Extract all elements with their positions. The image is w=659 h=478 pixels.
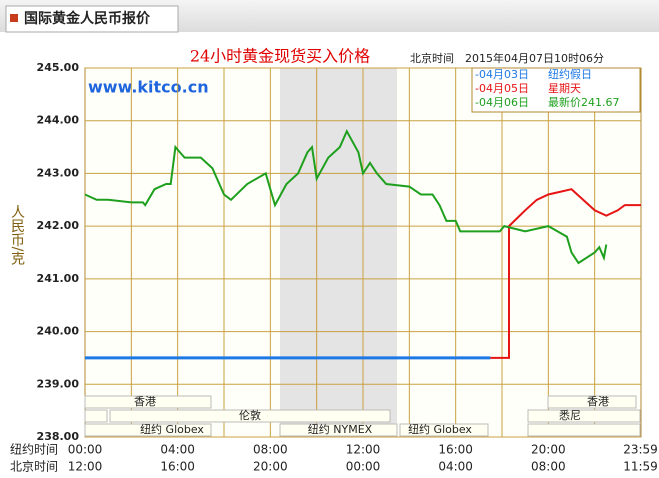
session-box: [84, 423, 212, 437]
session-label: 纽约 NYMEX: [308, 422, 373, 436]
tab-title: 国际黄金人民币报价: [24, 10, 151, 27]
legend-label: -04月05日: [475, 82, 529, 95]
y-tick-label: 240.00: [37, 325, 80, 338]
x-tick-label: 23:59: [623, 443, 658, 457]
header-tab[interactable]: [5, 5, 179, 33]
x-tick-label: 16:00: [438, 443, 473, 457]
y-axis-label: 人民币/克: [9, 205, 25, 267]
x-tick-label: 16:00: [160, 460, 195, 474]
subtitle: 北京时间 2015年04月07日10时06分: [410, 51, 604, 65]
y-tick-label: 242.00: [37, 219, 80, 232]
x-tick-label: 04:00: [160, 443, 195, 457]
x-tick-label: 20:00: [253, 460, 288, 474]
x-tick-label: 04:00: [438, 460, 473, 474]
y-tick-label: 241.00: [37, 272, 80, 285]
session-box: [84, 409, 108, 423]
y-tick-label: 244.00: [37, 114, 80, 127]
series-line: [490, 188, 641, 359]
session-box: [527, 423, 641, 437]
session-label: 香港: [587, 395, 609, 408]
x-tick-label: 12:00: [346, 443, 381, 457]
x-tick-label: 12:00: [68, 460, 103, 474]
session-label: 伦敦: [239, 408, 261, 422]
legend-label: -04月06日: [475, 96, 529, 109]
y-tick-label: 245.00: [37, 61, 80, 74]
session-label: 纽约 Globex: [408, 422, 472, 436]
session-box: [279, 423, 398, 437]
y-tick-label: 243.00: [37, 166, 80, 179]
sessions: [84, 395, 641, 437]
session-label: 悉尼: [559, 409, 581, 422]
chart-title: 24小时黄金现货买入价格: [190, 47, 370, 66]
watermark: www.kitco.cn: [88, 78, 209, 97]
nymex-shade: [280, 68, 397, 437]
session-box: [109, 409, 391, 423]
session-box: [399, 423, 489, 437]
x-axis-row-name: 北京时间: [10, 460, 58, 474]
legend-note: 最新价241.67: [548, 95, 620, 109]
tab-icon: [10, 14, 18, 22]
x-tick-label: 08:00: [253, 443, 288, 457]
x-tick-label: 11:59: [623, 460, 658, 474]
y-tick-label: 239.00: [37, 377, 80, 390]
legend-note: 星期天: [548, 82, 581, 95]
session-box: [84, 395, 212, 409]
x-tick-label: 00:00: [68, 443, 103, 457]
x-axis-row-name: 纽约时间: [10, 442, 58, 457]
session-box: [527, 409, 641, 423]
legend-label: -04月03日: [475, 68, 529, 81]
x-tick-label: 08:00: [531, 460, 566, 474]
y-tick-label: 238.00: [37, 430, 80, 443]
legend-note: 纽约假日: [548, 67, 592, 81]
session-box: [547, 395, 637, 409]
session-label: 纽约 Globex: [140, 422, 204, 436]
x-tick-label: 20:00: [531, 443, 566, 457]
x-tick-label: 00:00: [346, 460, 381, 474]
session-label: 香港: [134, 395, 156, 408]
legend: [471, 67, 641, 113]
series-line: [84, 129, 608, 265]
